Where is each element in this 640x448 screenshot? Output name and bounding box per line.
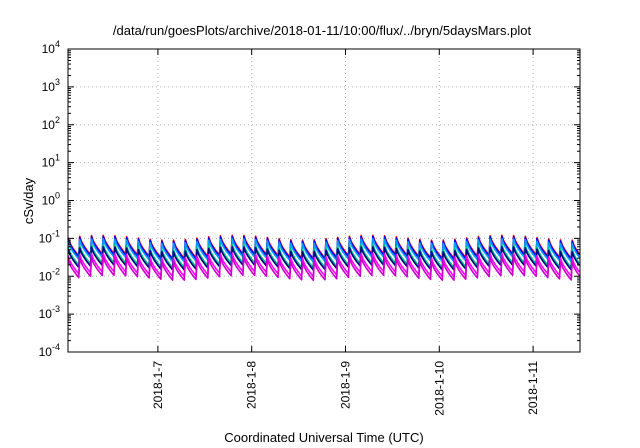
x-axis: 2018-1-7 2018-1-8 2018-1-9 2018-1-10 2018-1-… bbox=[151, 49, 540, 416]
x-tick-label: 2018-1-9 bbox=[338, 361, 352, 409]
y-tick-label: 104 bbox=[42, 39, 60, 56]
x-tick-label: 2018-1-10 bbox=[432, 361, 446, 416]
y-tick-label: 10-2 bbox=[39, 266, 60, 283]
y-tick-exponent: -4 bbox=[52, 342, 60, 352]
y-tick-label: 102 bbox=[42, 115, 60, 132]
y-tick-exponent: 2 bbox=[55, 115, 60, 125]
series-line bbox=[67, 238, 581, 263]
y-tick-exponent: -3 bbox=[52, 304, 60, 314]
y-tick-base: 10 bbox=[39, 345, 53, 359]
y-tick-label: 10-4 bbox=[39, 342, 60, 359]
y-tick-exponent: 3 bbox=[55, 77, 60, 87]
series-line bbox=[67, 235, 581, 261]
y-tick-exponent: 1 bbox=[55, 153, 60, 163]
x-tick-label: 2018-1-7 bbox=[151, 361, 165, 409]
y-tick-base: 10 bbox=[42, 156, 56, 170]
y-tick-exponent: 0 bbox=[55, 191, 60, 201]
series-line bbox=[67, 243, 581, 269]
y-tick-base: 10 bbox=[42, 80, 56, 94]
y-tick-base: 10 bbox=[39, 307, 53, 321]
series-line bbox=[67, 246, 581, 271]
y-tick-label: 10-3 bbox=[39, 304, 60, 321]
series-group bbox=[67, 234, 581, 282]
y-tick-label: 101 bbox=[42, 153, 60, 170]
y-tick-label: 100 bbox=[42, 191, 60, 208]
y-tick-label: 103 bbox=[42, 77, 60, 94]
chart-title: /data/run/goesPlots/archive/2018-01-11/1… bbox=[113, 23, 532, 38]
y-axis-label: cSv/day bbox=[21, 177, 36, 224]
y-tick-exponent: -2 bbox=[52, 266, 60, 276]
y-tick-base: 10 bbox=[39, 231, 53, 245]
y-tick-base: 10 bbox=[39, 269, 53, 283]
y-tick-base: 10 bbox=[42, 194, 56, 208]
y-tick-label: 10-1 bbox=[39, 228, 60, 245]
y-tick-exponent: -1 bbox=[52, 228, 60, 238]
y-tick-base: 10 bbox=[42, 42, 56, 56]
y-tick-base: 10 bbox=[42, 118, 56, 132]
y-tick-exponent: 4 bbox=[55, 39, 60, 49]
series-line bbox=[67, 252, 581, 278]
x-tick-label: 2018-1-8 bbox=[245, 361, 259, 409]
x-tick-label: 2018-1-11 bbox=[526, 361, 540, 415]
grid bbox=[68, 49, 580, 352]
series-line bbox=[67, 256, 581, 282]
x-axis-label: Coordinated Universal Time (UTC) bbox=[224, 430, 423, 445]
